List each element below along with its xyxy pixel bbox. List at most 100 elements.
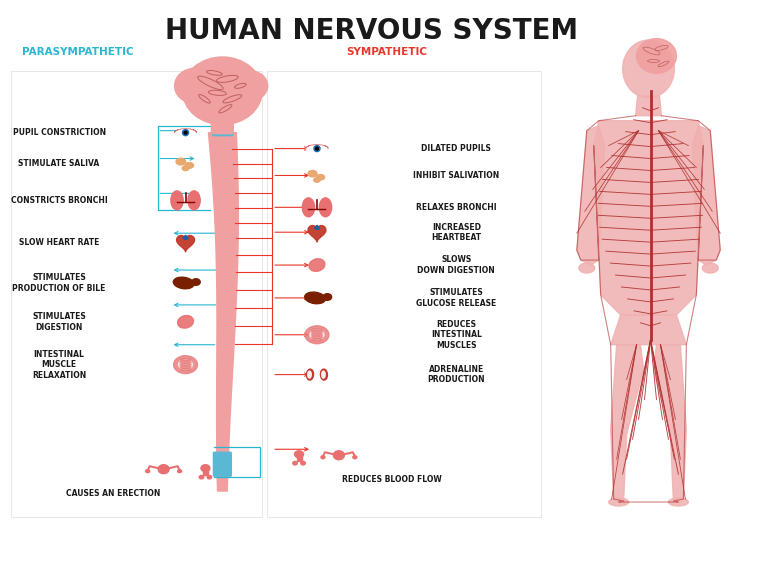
Ellipse shape	[312, 331, 323, 334]
Ellipse shape	[293, 462, 297, 465]
Bar	[296, 454, 302, 461]
Ellipse shape	[180, 364, 191, 366]
Ellipse shape	[177, 315, 194, 328]
Ellipse shape	[310, 330, 324, 340]
Text: STIMULATE SALIVA: STIMULATE SALIVA	[18, 159, 100, 168]
Ellipse shape	[309, 259, 325, 272]
Text: STIMULATES
PRODUCTION OF BILE: STIMULATES PRODUCTION OF BILE	[12, 273, 106, 293]
Polygon shape	[636, 96, 661, 116]
Ellipse shape	[306, 369, 313, 380]
Ellipse shape	[333, 450, 344, 459]
Ellipse shape	[314, 178, 320, 182]
Ellipse shape	[320, 369, 327, 380]
Ellipse shape	[637, 39, 677, 73]
Ellipse shape	[179, 360, 193, 370]
Ellipse shape	[308, 371, 311, 378]
Text: INCREASED
HEARTBEAT: INCREASED HEARTBEAT	[432, 223, 482, 242]
Text: REDUCES
INTESTINAL
MUSCLES: REDUCES INTESTINAL MUSCLES	[431, 320, 482, 350]
Text: DILATED PUPILS: DILATED PUPILS	[422, 144, 492, 153]
Ellipse shape	[176, 158, 186, 165]
Ellipse shape	[305, 326, 329, 344]
Text: HUMAN NERVOUS SYSTEM: HUMAN NERVOUS SYSTEM	[165, 17, 578, 45]
Ellipse shape	[174, 356, 197, 374]
Text: CONSTRICTS BRONCHI: CONSTRICTS BRONCHI	[11, 196, 108, 205]
Ellipse shape	[199, 475, 204, 479]
Polygon shape	[611, 315, 687, 344]
Ellipse shape	[303, 198, 315, 217]
Ellipse shape	[201, 465, 210, 472]
Ellipse shape	[319, 198, 332, 217]
Ellipse shape	[323, 293, 332, 300]
Ellipse shape	[180, 358, 191, 361]
Polygon shape	[577, 126, 604, 265]
Text: PUPIL CONSTRICTION: PUPIL CONSTRICTION	[12, 128, 106, 137]
Ellipse shape	[174, 277, 194, 289]
FancyBboxPatch shape	[211, 110, 233, 134]
Text: ADRENALINE
PRODUCTION: ADRENALINE PRODUCTION	[428, 365, 485, 384]
Text: STIMULATES
DIGESTION: STIMULATES DIGESTION	[32, 312, 86, 332]
Ellipse shape	[312, 329, 323, 331]
Ellipse shape	[301, 462, 305, 465]
Circle shape	[183, 130, 189, 136]
Ellipse shape	[668, 498, 688, 506]
FancyBboxPatch shape	[213, 114, 233, 136]
Ellipse shape	[188, 191, 200, 210]
Ellipse shape	[182, 166, 189, 171]
Ellipse shape	[233, 71, 268, 101]
Polygon shape	[654, 344, 687, 501]
Text: PARASYMPATHETIC: PARASYMPATHETIC	[22, 47, 134, 57]
Polygon shape	[177, 236, 194, 252]
Ellipse shape	[623, 40, 674, 98]
Text: INHIBIT SALIVATION: INHIBIT SALIVATION	[413, 171, 499, 180]
Text: INTESTINAL
MUSCLE
RELAXATION: INTESTINAL MUSCLE RELAXATION	[32, 350, 86, 380]
Circle shape	[184, 131, 187, 134]
Circle shape	[316, 147, 319, 150]
Ellipse shape	[305, 292, 326, 304]
Ellipse shape	[146, 470, 150, 473]
Ellipse shape	[177, 470, 181, 473]
Polygon shape	[692, 126, 720, 265]
Ellipse shape	[312, 338, 323, 341]
Bar	[203, 468, 208, 475]
Polygon shape	[183, 235, 188, 239]
Text: SYMPATHETIC: SYMPATHETIC	[346, 47, 427, 57]
Polygon shape	[594, 121, 703, 315]
Ellipse shape	[295, 450, 303, 458]
Ellipse shape	[321, 456, 325, 459]
Polygon shape	[208, 132, 238, 491]
Text: SLOW HEART RATE: SLOW HEART RATE	[19, 238, 99, 247]
Ellipse shape	[312, 334, 323, 336]
FancyBboxPatch shape	[267, 71, 541, 517]
Ellipse shape	[170, 191, 184, 210]
Ellipse shape	[308, 171, 317, 177]
Ellipse shape	[192, 279, 200, 286]
Polygon shape	[611, 344, 644, 501]
Ellipse shape	[185, 163, 194, 168]
Ellipse shape	[174, 68, 214, 103]
Circle shape	[314, 145, 320, 151]
Polygon shape	[314, 225, 319, 229]
FancyBboxPatch shape	[214, 452, 231, 476]
Ellipse shape	[174, 128, 197, 137]
Text: STIMULATES
GLUCOSE RELEASE: STIMULATES GLUCOSE RELEASE	[416, 288, 496, 307]
Ellipse shape	[306, 145, 328, 153]
FancyBboxPatch shape	[12, 71, 262, 517]
Ellipse shape	[579, 263, 594, 273]
Ellipse shape	[158, 465, 169, 473]
Text: RELAXES BRONCHI: RELAXES BRONCHI	[416, 203, 497, 212]
Ellipse shape	[183, 57, 262, 125]
Ellipse shape	[180, 366, 191, 369]
Ellipse shape	[180, 361, 191, 364]
Ellipse shape	[322, 371, 325, 378]
Ellipse shape	[609, 498, 628, 506]
Ellipse shape	[180, 369, 191, 371]
Ellipse shape	[316, 174, 325, 180]
Ellipse shape	[312, 336, 323, 338]
Ellipse shape	[207, 475, 212, 479]
Ellipse shape	[353, 456, 357, 459]
Text: CAUSES AN ERECTION: CAUSES AN ERECTION	[66, 489, 160, 498]
Text: REDUCES BLOOD FLOW: REDUCES BLOOD FLOW	[342, 475, 442, 484]
Ellipse shape	[702, 263, 718, 273]
Text: SLOWS
DOWN DIGESTION: SLOWS DOWN DIGESTION	[418, 255, 495, 275]
Polygon shape	[308, 226, 326, 242]
